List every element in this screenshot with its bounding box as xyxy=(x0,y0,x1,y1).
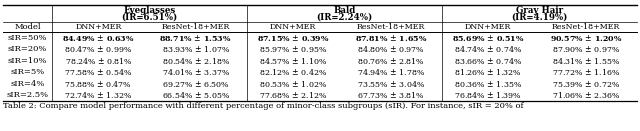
Text: 80.53% $\pm$ 1.02%: 80.53% $\pm$ 1.02% xyxy=(259,79,328,89)
Text: 84.49% $\pm$ 0.63%: 84.49% $\pm$ 0.63% xyxy=(62,33,134,43)
Text: 67.73% $\pm$ 3.81%: 67.73% $\pm$ 3.81% xyxy=(356,90,425,100)
Text: DNN+MER: DNN+MER xyxy=(465,23,511,31)
Text: DNN+MER: DNN+MER xyxy=(270,23,316,31)
Text: 84.80% $\pm$ 0.97%: 84.80% $\pm$ 0.97% xyxy=(356,44,425,54)
Text: 80.76% $\pm$ 2.81%: 80.76% $\pm$ 2.81% xyxy=(356,56,425,66)
Text: 80.54% $\pm$ 2.18%: 80.54% $\pm$ 2.18% xyxy=(162,56,230,66)
Text: 85.69% $\pm$ 0.51%: 85.69% $\pm$ 0.51% xyxy=(452,33,525,43)
Text: 83.66% $\pm$ 0.74%: 83.66% $\pm$ 0.74% xyxy=(454,56,522,66)
Text: 88.71% $\pm$ 1.53%: 88.71% $\pm$ 1.53% xyxy=(159,33,232,43)
Text: Eyeglasses: Eyeglasses xyxy=(124,6,176,15)
Text: 78.24% $\pm$ 0.81%: 78.24% $\pm$ 0.81% xyxy=(65,56,132,66)
Text: 69.27% $\pm$ 6.50%: 69.27% $\pm$ 6.50% xyxy=(162,79,230,89)
Text: 84.57% $\pm$ 1.10%: 84.57% $\pm$ 1.10% xyxy=(259,56,327,66)
Text: (IR=2.24%): (IR=2.24%) xyxy=(317,13,372,22)
Text: ResNet-18+MER: ResNet-18+MER xyxy=(162,23,230,31)
Text: 66.54% $\pm$ 5.05%: 66.54% $\pm$ 5.05% xyxy=(162,90,230,100)
Text: 87.15% $\pm$ 0.39%: 87.15% $\pm$ 0.39% xyxy=(257,33,330,43)
Text: 77.68% $\pm$ 2.12%: 77.68% $\pm$ 2.12% xyxy=(259,90,328,100)
Text: 74.94% $\pm$ 1.78%: 74.94% $\pm$ 1.78% xyxy=(356,67,425,77)
Text: 80.47% $\pm$ 0.99%: 80.47% $\pm$ 0.99% xyxy=(64,44,132,54)
Text: sIR=50%: sIR=50% xyxy=(8,34,47,42)
Text: Bald: Bald xyxy=(333,6,356,15)
Text: 83.93% $\pm$ 1.07%: 83.93% $\pm$ 1.07% xyxy=(162,44,230,54)
Text: 75.88% $\pm$ 0.47%: 75.88% $\pm$ 0.47% xyxy=(65,79,132,89)
Text: Model: Model xyxy=(14,23,41,31)
Text: Table 2: Compare model performance with different percentage of minor-class subg: Table 2: Compare model performance with … xyxy=(3,102,524,110)
Text: 71.06% $\pm$ 2.36%: 71.06% $\pm$ 2.36% xyxy=(552,90,620,100)
Text: sIR=2.5%: sIR=2.5% xyxy=(6,91,49,99)
Text: (IR=4.19%): (IR=4.19%) xyxy=(511,13,568,22)
Text: sIR=5%: sIR=5% xyxy=(10,68,45,76)
Text: 75.39% $\pm$ 0.72%: 75.39% $\pm$ 0.72% xyxy=(552,79,620,89)
Text: 87.81% $\pm$ 1.65%: 87.81% $\pm$ 1.65% xyxy=(355,33,427,43)
Text: 77.58% $\pm$ 0.54%: 77.58% $\pm$ 0.54% xyxy=(64,67,132,77)
Text: 76.84% $\pm$ 1.39%: 76.84% $\pm$ 1.39% xyxy=(454,90,522,100)
Text: 84.74% $\pm$ 0.74%: 84.74% $\pm$ 0.74% xyxy=(454,44,522,54)
Text: DNN+MER: DNN+MER xyxy=(75,23,122,31)
Text: sIR=4%: sIR=4% xyxy=(10,80,45,88)
Text: 84.31% $\pm$ 1.55%: 84.31% $\pm$ 1.55% xyxy=(552,56,620,66)
Text: 80.36% $\pm$ 1.35%: 80.36% $\pm$ 1.35% xyxy=(454,79,522,89)
Text: 90.57% $\pm$ 1.20%: 90.57% $\pm$ 1.20% xyxy=(550,33,622,43)
Text: 82.12% $\pm$ 0.42%: 82.12% $\pm$ 0.42% xyxy=(259,67,328,77)
Text: Gray Hair: Gray Hair xyxy=(516,6,563,15)
Text: 74.01% $\pm$ 3.37%: 74.01% $\pm$ 3.37% xyxy=(162,67,230,77)
Text: ResNet-18+MER: ResNet-18+MER xyxy=(356,23,425,31)
Text: 77.72% $\pm$ 1.16%: 77.72% $\pm$ 1.16% xyxy=(552,67,620,77)
Text: ResNet-18+MER: ResNet-18+MER xyxy=(552,23,620,31)
Text: 85.97% $\pm$ 0.95%: 85.97% $\pm$ 0.95% xyxy=(259,44,328,54)
Text: 72.74% $\pm$ 1.32%: 72.74% $\pm$ 1.32% xyxy=(64,90,132,100)
Text: 73.55% $\pm$ 3.04%: 73.55% $\pm$ 3.04% xyxy=(356,79,425,89)
Text: sIR=20%: sIR=20% xyxy=(8,45,47,53)
Text: (IR=6.51%): (IR=6.51%) xyxy=(122,13,178,22)
Text: 87.90% $\pm$ 0.97%: 87.90% $\pm$ 0.97% xyxy=(552,44,620,54)
Text: 81.26% $\pm$ 1.32%: 81.26% $\pm$ 1.32% xyxy=(454,67,522,77)
Text: sIR=10%: sIR=10% xyxy=(8,57,47,65)
